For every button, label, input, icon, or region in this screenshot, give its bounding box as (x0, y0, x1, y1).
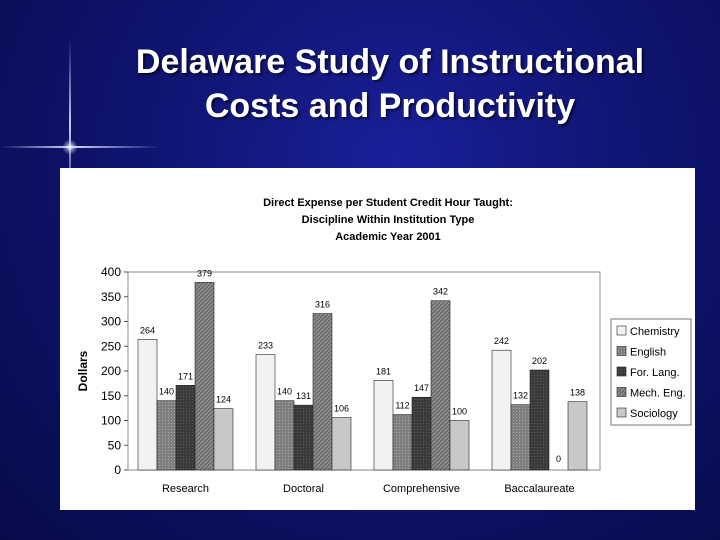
x-category-label: Comprehensive (383, 483, 460, 495)
bar-english-baccalaureate (510, 404, 531, 471)
data-label: 171 (178, 371, 193, 381)
slide-title-line-2: Costs and Productivity (204, 87, 576, 125)
bar-english-comprehensive (392, 414, 413, 471)
data-label: 132 (513, 391, 528, 401)
y-tick-label: 0 (114, 463, 121, 477)
bar-chemistry-baccalaureate (491, 349, 512, 471)
data-label: 202 (532, 356, 547, 366)
chart-title-line-3: Academic Year 2001 (335, 231, 441, 243)
y-tick-label: 400 (101, 265, 121, 279)
data-label: 342 (433, 287, 448, 297)
data-label: 242 (494, 336, 509, 346)
data-label: 233 (258, 341, 273, 351)
x-category-label: Baccalaureate (504, 483, 574, 495)
data-label: 379 (197, 268, 212, 278)
bar-for-lang-baccalaureate (529, 369, 550, 471)
y-tick-label: 100 (101, 414, 121, 428)
y-tick-label: 50 (108, 438, 122, 452)
lens-flare-center (62, 139, 78, 155)
legend-swatch (616, 387, 627, 397)
bar-chart: Direct Expense per Student Credit Hour T… (76, 197, 692, 495)
y-tick-label: 250 (101, 339, 121, 353)
y-tick-label: 350 (101, 290, 121, 304)
data-label: 147 (414, 383, 429, 393)
data-label: 106 (334, 404, 349, 414)
slide-title: Delaware Study of Instructional Costs an… (60, 40, 720, 128)
data-label: 124 (216, 395, 231, 405)
y-tick-label: 150 (101, 389, 121, 403)
bar-chemistry-research (137, 339, 158, 471)
x-category-label: Research (162, 483, 209, 495)
y-tick-label: 200 (101, 364, 121, 378)
data-label: 131 (296, 391, 311, 401)
data-label: 181 (376, 366, 391, 376)
slide-title-line-1: Delaware Study of Instructional (135, 43, 645, 81)
y-axis-label: Dollars (76, 350, 90, 391)
legend-entry: Mech. Eng. (630, 388, 686, 400)
lens-flare-vertical (69, 40, 71, 210)
bar-sociology-comprehensive (449, 420, 470, 471)
data-label: 140 (277, 387, 292, 397)
bar-mech-eng-research (194, 282, 215, 471)
bar-sociology-doctoral (331, 417, 352, 471)
bar-english-doctoral (274, 400, 295, 471)
data-label: 264 (140, 325, 155, 335)
data-label: 100 (452, 407, 467, 417)
bar-for-lang-research (175, 385, 196, 471)
legend-swatch (616, 366, 627, 377)
bar-mech-eng-doctoral (312, 313, 333, 471)
chart-title-line-1: Direct Expense per Student Credit Hour T… (263, 197, 513, 209)
legend-swatch (616, 346, 627, 356)
data-label: 0 (556, 454, 561, 464)
data-label: 112 (395, 401, 409, 411)
bar-for-lang-comprehensive (411, 396, 432, 471)
chart-panel: Direct Expense per Student Credit Hour T… (60, 168, 695, 510)
legend-entry: Sociology (630, 408, 678, 420)
bar-english-research (156, 400, 177, 471)
legend-entry: Chemistry (630, 326, 680, 338)
bar-sociology-baccalaureate (567, 401, 588, 471)
bar-chemistry-comprehensive (373, 380, 394, 471)
data-label: 138 (570, 388, 585, 398)
legend-swatch (616, 325, 627, 336)
x-category-label: Doctoral (283, 483, 324, 495)
data-label: 316 (315, 300, 330, 310)
chart-title-line-2: Discipline Within Institution Type (302, 214, 475, 226)
y-tick-label: 300 (101, 315, 121, 329)
bar-for-lang-doctoral (293, 404, 314, 471)
data-label: 140 (159, 387, 174, 397)
bar-chemistry-doctoral (255, 354, 276, 471)
legend-entry: For. Lang. (630, 367, 680, 379)
bar-sociology-research (213, 408, 234, 471)
bar-mech-eng-comprehensive (430, 300, 451, 471)
legend-entry: English (630, 347, 666, 359)
legend-swatch (616, 407, 627, 418)
lens-flare-horizontal (0, 146, 160, 148)
